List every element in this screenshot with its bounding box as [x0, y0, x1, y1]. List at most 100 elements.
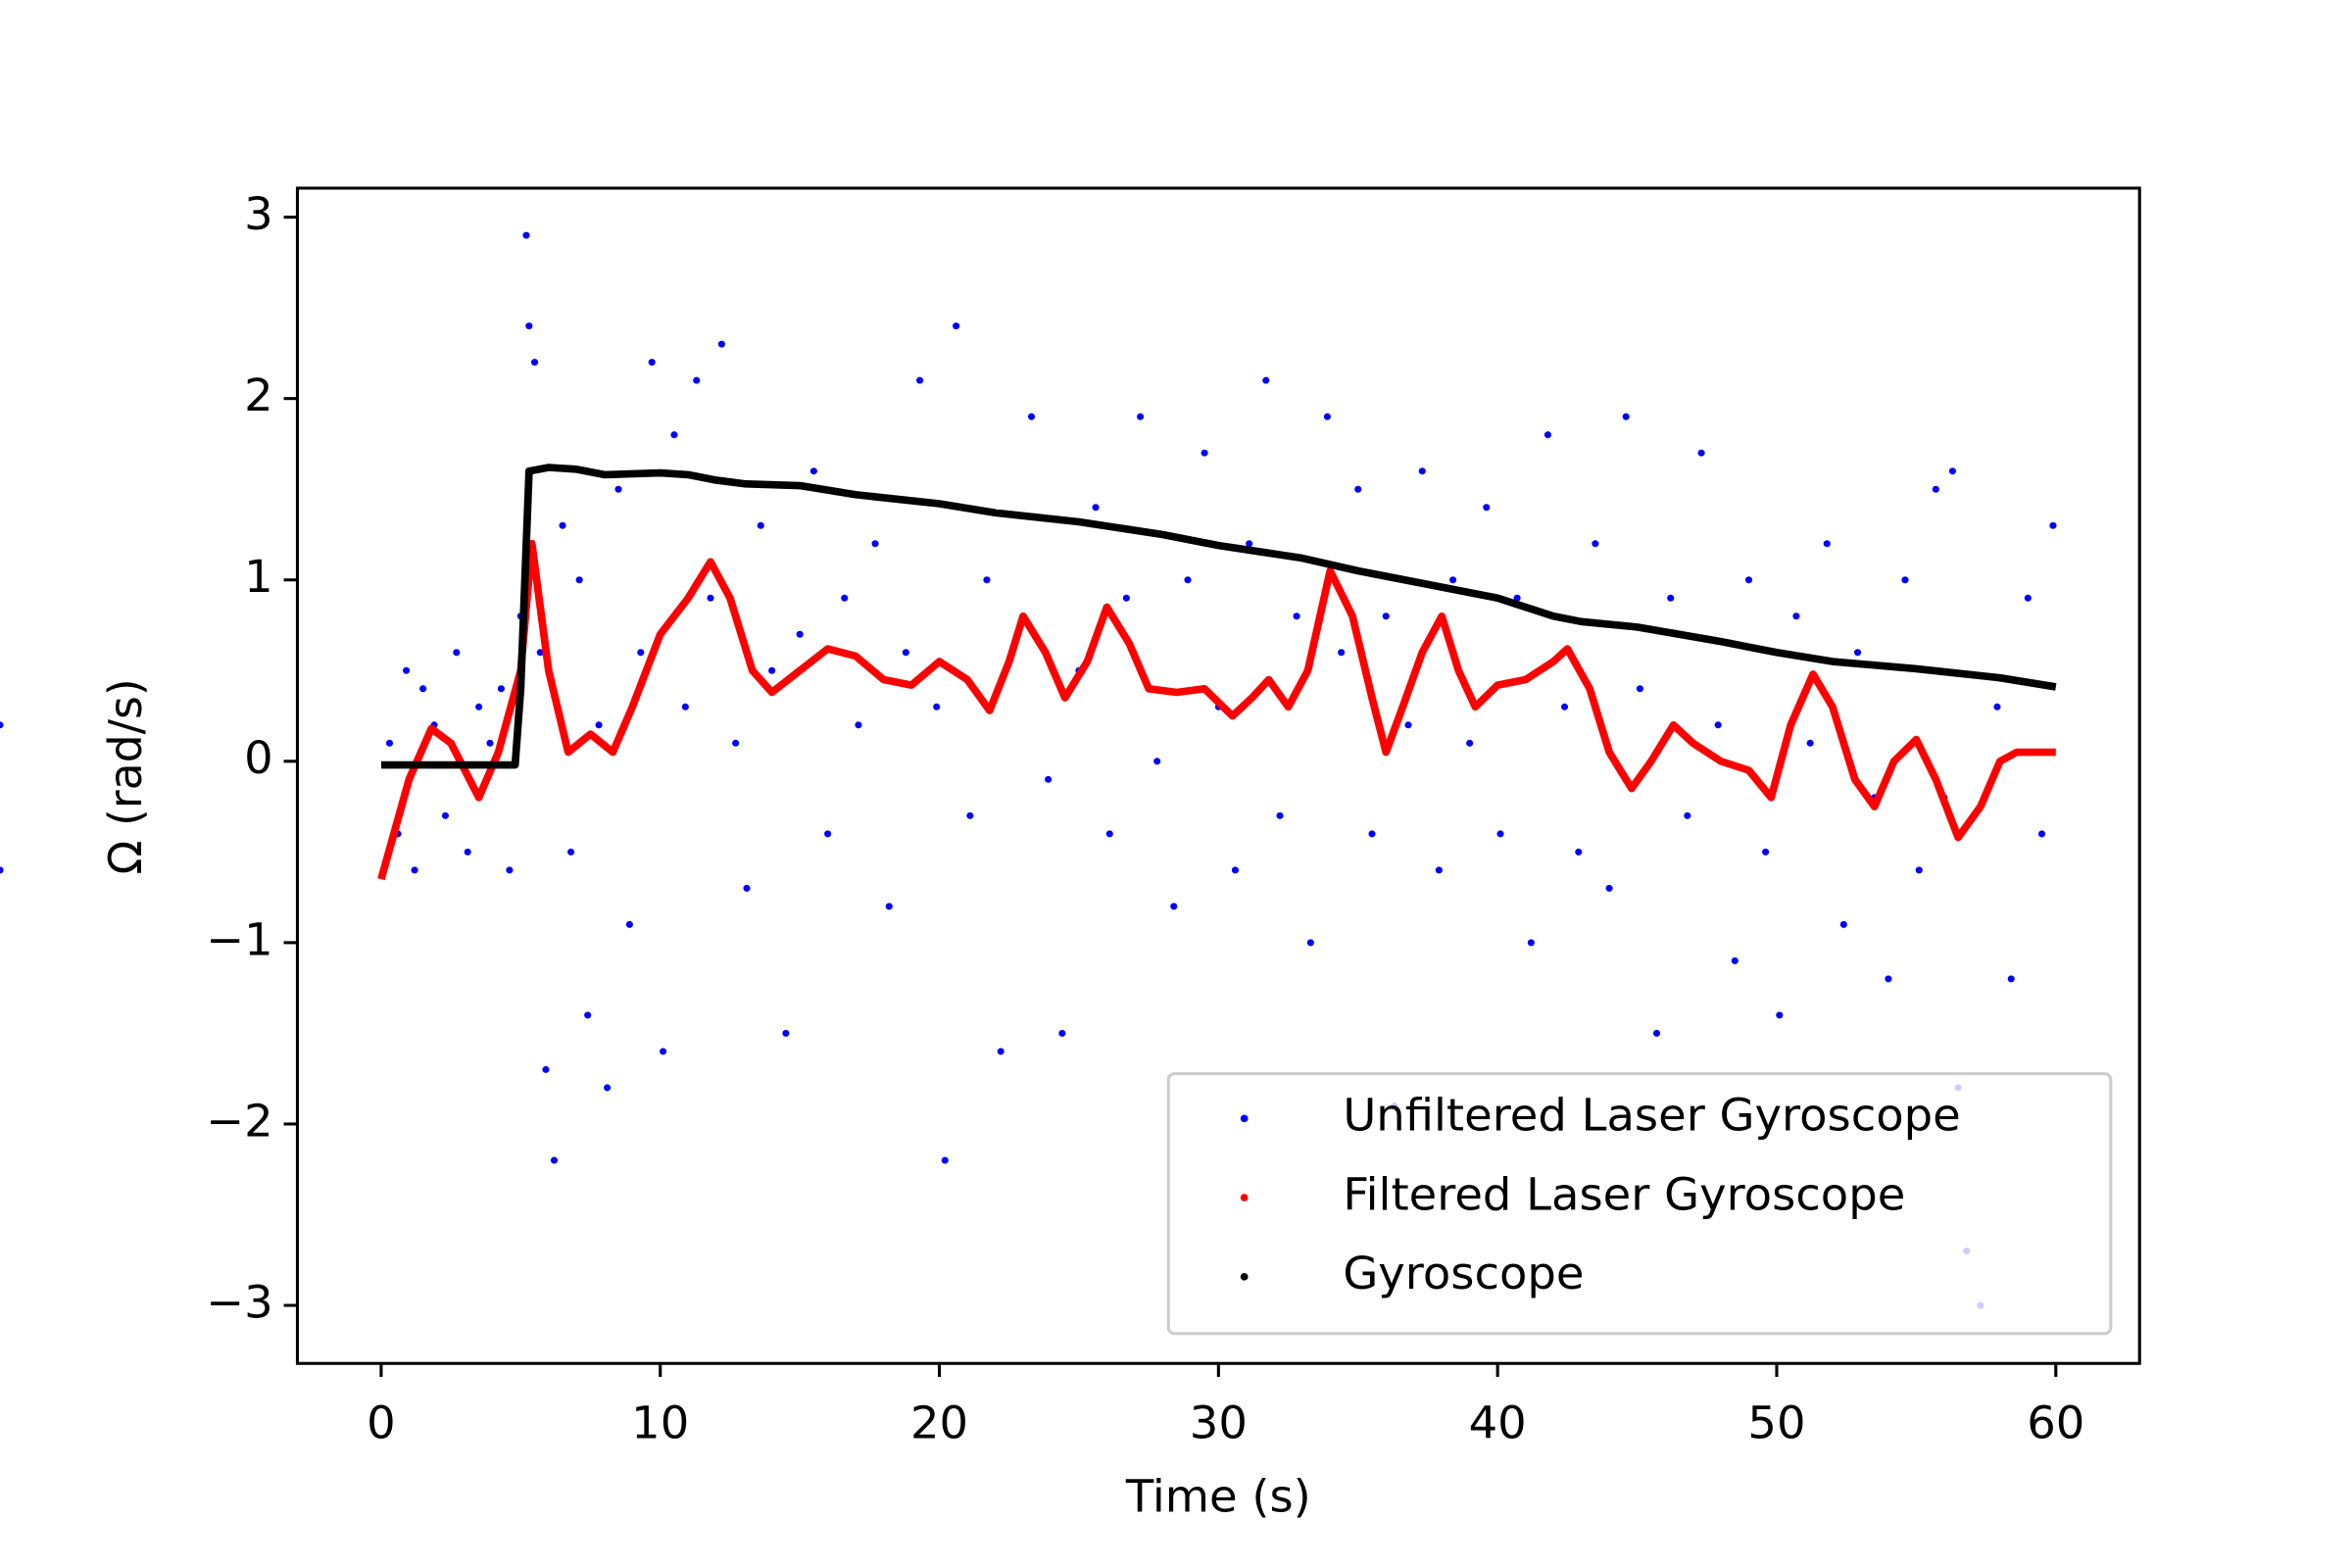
data-point	[1544, 431, 1551, 439]
data-point	[681, 703, 689, 710]
data-point	[1184, 576, 1192, 584]
data-point	[648, 359, 656, 367]
data-point	[1404, 721, 1412, 729]
data-point	[1744, 576, 1753, 584]
data-point	[525, 322, 533, 330]
data-point	[506, 866, 514, 874]
data-point	[1839, 920, 1847, 928]
data-point	[1697, 449, 1705, 457]
data-point	[902, 649, 909, 657]
data-point	[1527, 939, 1535, 947]
data-point	[1368, 830, 1376, 838]
data-point	[550, 1156, 559, 1164]
data-point	[855, 721, 862, 729]
data-point	[531, 359, 539, 367]
data-point	[567, 848, 575, 856]
data-point	[1153, 758, 1161, 765]
legend-marker	[1240, 1194, 1249, 1201]
data-point	[2049, 521, 2057, 529]
data-point	[743, 884, 751, 892]
plot-area	[0, 231, 2057, 1309]
data-point	[1122, 594, 1130, 602]
data-point	[1885, 975, 1892, 983]
data-point	[559, 521, 566, 529]
series-line	[380, 464, 2057, 769]
data-point	[1792, 612, 1800, 620]
data-point	[1684, 811, 1691, 819]
data-point	[1915, 866, 1923, 874]
data-point	[2024, 594, 2032, 602]
data-point	[871, 540, 879, 548]
data-point	[1731, 956, 1739, 964]
data-point	[1854, 649, 1862, 657]
data-point	[916, 376, 924, 384]
data-point	[2037, 830, 2046, 838]
data-point	[1823, 540, 1831, 548]
data-point	[419, 685, 427, 693]
legend-marker	[1240, 1114, 1249, 1123]
data-point	[1483, 504, 1491, 512]
data-point	[670, 431, 678, 439]
data-point	[707, 594, 714, 602]
data-point	[1714, 721, 1722, 729]
data-point	[885, 903, 893, 910]
data-point	[1418, 467, 1426, 475]
data-point	[1170, 903, 1178, 910]
data-point	[983, 576, 991, 584]
data-point	[1993, 703, 2001, 710]
data-point	[1293, 612, 1300, 620]
data-point	[717, 340, 725, 348]
data-point	[796, 630, 804, 638]
data-point	[1932, 485, 1939, 493]
data-point	[584, 1011, 592, 1019]
data-point	[1246, 540, 1253, 548]
x-axis-label: Time (s)	[1125, 1470, 1311, 1523]
y-tick-label: 1	[244, 550, 273, 603]
data-point	[732, 739, 740, 747]
x-tick-label: 50	[1747, 1396, 1805, 1449]
data-point	[1200, 449, 1208, 457]
data-point	[1762, 848, 1770, 856]
data-point	[953, 322, 960, 330]
legend-marker	[1240, 1273, 1249, 1281]
data-point	[1948, 467, 1956, 475]
data-point	[595, 721, 603, 729]
data-point	[1338, 649, 1346, 657]
data-point	[933, 703, 941, 710]
legend-label: Unfiltered Laser Gyroscope	[1343, 1089, 1960, 1142]
data-point	[486, 739, 494, 747]
data-point	[1513, 594, 1521, 602]
data-point	[809, 467, 817, 475]
legend-label: Gyroscope	[1343, 1248, 1584, 1300]
data-point	[997, 1048, 1004, 1055]
data-point	[1027, 413, 1036, 420]
data-point	[1667, 594, 1675, 602]
data-point	[625, 920, 633, 928]
data-point	[1652, 1029, 1661, 1037]
data-point	[1354, 485, 1362, 493]
data-point	[1306, 939, 1314, 947]
data-point	[1045, 775, 1053, 783]
data-point	[575, 576, 583, 584]
data-point	[2007, 975, 2015, 983]
data-point	[1092, 504, 1100, 512]
data-point	[604, 1084, 612, 1092]
data-point	[1058, 1029, 1066, 1037]
x-tick-label: 10	[631, 1396, 689, 1449]
y-axis-label: Ω (rad/s)	[99, 678, 152, 874]
data-point	[1575, 848, 1583, 856]
data-point	[1449, 576, 1457, 584]
data-point	[782, 1029, 790, 1037]
data-point	[1622, 413, 1630, 420]
data-point	[1382, 612, 1390, 620]
data-point	[0, 866, 4, 874]
data-point	[475, 703, 483, 710]
x-tick-label: 40	[1469, 1396, 1527, 1449]
data-point	[757, 521, 764, 529]
data-point	[841, 594, 849, 602]
data-point	[941, 1156, 949, 1164]
y-tick-label: 2	[244, 368, 273, 421]
y-tick-label: 3	[244, 187, 273, 240]
data-point	[637, 649, 645, 657]
data-point	[542, 1065, 550, 1073]
